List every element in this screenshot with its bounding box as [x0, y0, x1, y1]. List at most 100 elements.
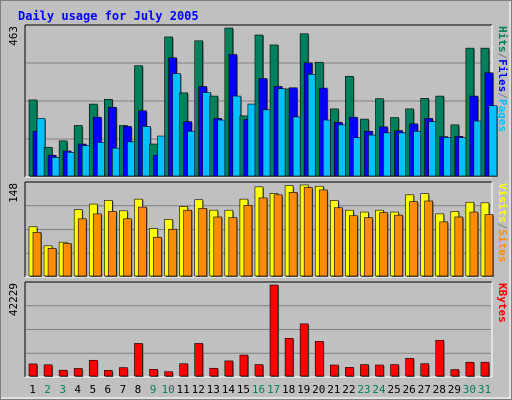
x-tick-label: 13	[207, 383, 220, 396]
x-tick-label: 28	[433, 383, 446, 396]
x-axis-labels: 1 2 3 4 5 6 7 8 9 10 11 12 13 14 15 16 17 18 19 20 21 22 23 24 2…	[29, 383, 491, 396]
bar-kbytes-22	[345, 367, 354, 377]
legend-item: /	[496, 92, 509, 99]
bar-sites-30	[469, 211, 479, 277]
x-tick-label: 11	[177, 383, 190, 396]
bar-sites-26	[409, 201, 418, 277]
x-tick-label: 3	[59, 383, 66, 396]
bar-kbytes-26	[405, 358, 414, 377]
bar-kbytes-7	[119, 367, 128, 377]
x-tick-label: 12	[192, 383, 205, 396]
bar-sites-29	[454, 216, 464, 277]
bar-sites-31	[484, 214, 494, 277]
bar-kbytes-14	[224, 360, 234, 377]
bar-sites-19	[303, 187, 313, 277]
x-tick-label: 17	[267, 383, 280, 396]
bar-kbytes-15	[239, 354, 249, 377]
bar-kbytes-20	[314, 341, 324, 377]
bar-sites-1	[32, 232, 42, 277]
x-tick-label: 14	[222, 383, 236, 396]
bar-kbytes-16	[254, 364, 264, 377]
x-tick-label: 10	[161, 383, 174, 396]
bar-sites-4	[77, 218, 87, 277]
bar-kbytes-27	[420, 363, 429, 377]
x-tick-label: 25	[387, 383, 400, 396]
legend-item: Files	[496, 59, 509, 92]
legend-item: Pages	[496, 99, 509, 132]
bar-sites-3	[62, 243, 72, 277]
bar-sites-16	[258, 197, 268, 277]
x-tick-label: 7	[120, 383, 127, 396]
bar-sites-13	[213, 216, 223, 277]
x-tick-label: 31	[478, 383, 491, 396]
bar-kbytes-28	[435, 339, 445, 377]
panel-max-label: 148	[7, 183, 20, 203]
bar-kbytes-6	[104, 370, 113, 377]
bar-kbytes-13	[209, 367, 219, 377]
panel-max-label: 42229	[7, 283, 20, 316]
bar-sites-22	[349, 215, 358, 277]
bar-sites-23	[364, 217, 373, 277]
bar-kbytes-11	[179, 363, 188, 377]
bar-kbytes-1	[28, 363, 38, 377]
x-tick-label: 15	[237, 383, 250, 396]
bar-kbytes-2	[43, 364, 53, 377]
bar-kbytes-5	[88, 359, 98, 377]
bar-sites-9	[153, 236, 162, 277]
bar-sites-15	[243, 204, 253, 277]
bar-kbytes-8	[134, 343, 143, 377]
x-tick-label: 6	[105, 383, 112, 396]
bar-sites-25	[394, 214, 403, 277]
x-tick-label: 29	[448, 383, 461, 396]
legend-top: Hits/Files/Pages	[496, 26, 509, 132]
bar-sites-28	[439, 221, 449, 277]
bar-sites-2	[47, 248, 57, 277]
legend-item: /	[496, 223, 509, 230]
bar-sites-18	[288, 192, 298, 277]
x-tick-label: 30	[463, 383, 476, 396]
x-tick-label: 1	[29, 383, 36, 396]
x-tick-label: 19	[297, 383, 310, 396]
bar-sites-27	[424, 200, 433, 277]
bar-sites-5	[92, 213, 102, 277]
bar-sites-11	[183, 209, 192, 277]
x-tick-label: 24	[372, 383, 386, 396]
bar-sites-17	[273, 194, 283, 277]
bar-pages-31	[488, 105, 498, 177]
bar-sites-14	[228, 217, 238, 277]
bar-kbytes-31	[480, 361, 490, 377]
bar-kbytes-18	[284, 337, 294, 377]
bar-kbytes-17	[269, 284, 279, 377]
chart-title: Daily usage for July 2005	[18, 9, 199, 23]
bar-sites-12	[198, 208, 208, 277]
x-tick-label: 4	[74, 383, 81, 396]
legend-item: /	[496, 53, 509, 60]
bar-sites-7	[123, 218, 132, 277]
panel-max-label: 463	[7, 26, 20, 46]
bar-kbytes-30	[465, 361, 475, 377]
x-tick-label: 27	[418, 383, 431, 396]
panel-bottom: 42229 KBytes	[7, 281, 509, 378]
panel-top: 463 Hits/Files/Pages	[7, 24, 509, 178]
bar-kbytes-3	[58, 369, 68, 377]
legend-item: Visits	[496, 183, 509, 223]
bar-sites-6	[108, 211, 117, 277]
bar-kbytes-12	[194, 343, 204, 377]
bar-sites-8	[138, 206, 147, 277]
x-tick-label: 20	[312, 383, 325, 396]
legend-item: Sites	[496, 229, 509, 262]
panel-middle: 148 Visits/Sites	[7, 181, 509, 278]
x-tick-label: 23	[357, 383, 370, 396]
bar-sites-10	[168, 228, 177, 277]
x-tick-label: 21	[327, 383, 340, 396]
bar-kbytes-25	[390, 364, 399, 377]
bar-kbytes-19	[299, 323, 309, 377]
x-tick-label: 8	[135, 383, 142, 396]
x-tick-label: 18	[282, 383, 295, 396]
x-tick-label: 22	[342, 383, 355, 396]
x-tick-label: 26	[403, 383, 416, 396]
x-tick-label: 5	[89, 383, 96, 396]
legend-item: Hits	[496, 26, 509, 53]
